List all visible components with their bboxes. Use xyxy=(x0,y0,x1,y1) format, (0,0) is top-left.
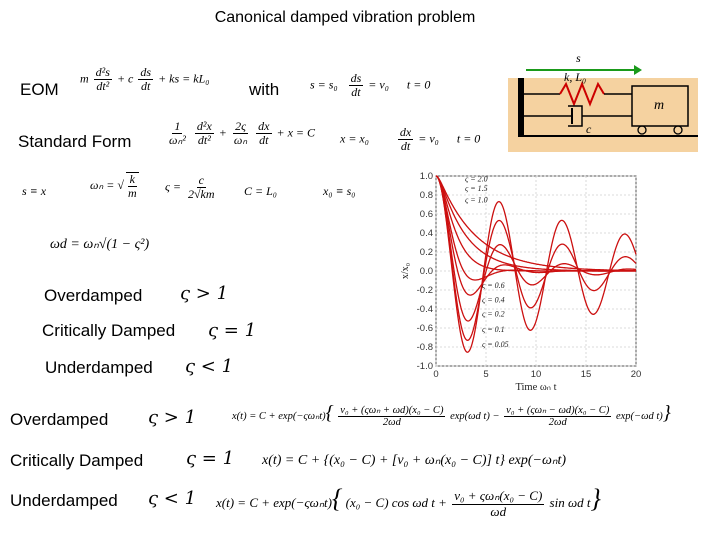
y-tick-label: -0.6 xyxy=(417,323,433,334)
y-tick-label: 0.4 xyxy=(420,228,433,239)
displacement-arrowhead xyxy=(634,65,642,75)
underdamped-condition-lower: ς < 1 xyxy=(148,488,197,509)
overdamped-condition-upper: ς > 1 xyxy=(180,283,229,304)
wheel-right xyxy=(673,125,683,135)
x-tick-label: 15 xyxy=(581,369,592,380)
y-tick-label: 0.2 xyxy=(420,247,433,258)
curve-annotation: ς = 1.5 xyxy=(465,184,488,193)
y-tick-label: -0.4 xyxy=(417,304,433,315)
standard-form-label: Standard Form xyxy=(18,132,132,151)
underdamped-solution: x(t) = C + exp(−ςωₙt){ (x₀ − C) cos ωd t… xyxy=(216,484,601,519)
underdamped-condition-upper: ς < 1 xyxy=(185,356,234,377)
y-tick-label: 0.6 xyxy=(420,209,433,220)
y-tick-label: 1.0 xyxy=(420,171,433,182)
response-curve xyxy=(435,175,637,341)
wall xyxy=(518,78,524,136)
overdamped-label-lower: Overdamped xyxy=(10,410,109,429)
curve-annotation: ς = 0.4 xyxy=(482,295,505,304)
definition-s-equals-x: s ≡ x xyxy=(22,184,47,198)
overdamped-label-upper: Overdamped xyxy=(44,286,143,305)
response-curve xyxy=(435,175,636,296)
response-curve xyxy=(435,175,636,272)
critically-damped-label-lower: Critically Damped xyxy=(10,451,144,470)
response-chart-svg: 1.0 0.8 0.6 0.4 0.2 0.0 -0.2 -0.4 -0.6 -0.8 -1.00 5… xyxy=(400,171,642,393)
page-title: Canonical damped vibration problem xyxy=(214,9,476,26)
critically-damped-label-upper: Critically Damped xyxy=(42,321,176,340)
underdamped-label-lower: Underdamped xyxy=(10,491,118,510)
damped-frequency-definition: ωd = ωₙ√(1 − ς²) xyxy=(50,237,150,252)
y-tick-label: -0.8 xyxy=(417,342,433,353)
critically-damped-condition-upper: ς = 1 xyxy=(208,320,257,341)
mass-block xyxy=(631,85,689,127)
critically-damped-solution: x(t) = C + {(x₀ − C) + [v₀ + ωₙ(x₀ − C)]… xyxy=(262,453,567,468)
x-axis-label: Time ωₙ t xyxy=(515,382,556,393)
x-tick-label: 20 xyxy=(631,369,642,380)
y-tick-label: -1.0 xyxy=(417,361,433,372)
y-tick-label: 0.0 xyxy=(420,266,433,277)
response-curve xyxy=(435,175,637,322)
wheel-left xyxy=(637,125,647,135)
overdamped-solution: x(t) = C + exp(−ςωₙt){ v₀ + (ςωₙ + ωd)(x… xyxy=(232,402,671,429)
curve-annotation: ς = 2.0 xyxy=(465,175,488,184)
response-chart: 1.0 0.8 0.6 0.4 0.2 0.0 -0.2 -0.4 -0.6 -0.8 -1.0 0 5… xyxy=(398,168,650,398)
curve-annotation: ς = 0.05 xyxy=(482,340,509,349)
x-tick-label: 0 xyxy=(433,369,438,380)
curve-annotation: ς = 1.0 xyxy=(465,196,488,205)
response-curve xyxy=(435,175,637,353)
with-label: with xyxy=(249,80,280,99)
diagram-s-label: s xyxy=(576,51,581,65)
curve-annotation: ς = 0.1 xyxy=(482,325,505,334)
diagram-mass-label: m xyxy=(654,98,665,113)
diagram-spring-label: k, L₀ xyxy=(564,70,587,84)
eom-equation: m d²s dt² + c ds dt + ks = kL₀ xyxy=(80,65,210,94)
x-tick-label: 10 xyxy=(531,369,542,380)
diagram-damper-label: c xyxy=(586,122,592,136)
standard-form-equation: 1 ωₙ² d²x dt² + 2ς ωₙ dx dt + x = C xyxy=(169,119,316,148)
definition-natural-frequency: ωₙ = √ k m xyxy=(90,172,139,201)
spring xyxy=(559,81,605,107)
y-tick-label: -0.2 xyxy=(417,285,433,296)
curve-annotation: ς = 0.2 xyxy=(482,310,505,319)
definition-x0: x₀ ≡ s₀ xyxy=(323,184,356,198)
definition-damping-ratio: ς = c 2√km xyxy=(165,173,215,202)
eom-label: EOM xyxy=(20,80,59,99)
critically-damped-condition-lower: ς = 1 xyxy=(186,448,235,469)
y-axis-label: x/x₀ xyxy=(400,262,411,279)
curve-annotation: ς = 0.6 xyxy=(482,281,505,290)
eom-initial-conditions: s = s₀ ds dt = v₀ t = 0 xyxy=(310,71,431,100)
y-tick-label: 0.8 xyxy=(420,190,433,201)
spring-mass-damper-diagram: s k, L₀ c m xyxy=(508,50,698,152)
x-tick-label: 5 xyxy=(483,369,488,380)
standard-form-initial-conditions: x = x₀ dx dt = v₀ t = 0 xyxy=(340,125,481,154)
underdamped-label-upper: Underdamped xyxy=(45,358,153,377)
definition-C: C = L₀ xyxy=(244,184,277,198)
overdamped-condition-lower: ς > 1 xyxy=(148,407,197,428)
